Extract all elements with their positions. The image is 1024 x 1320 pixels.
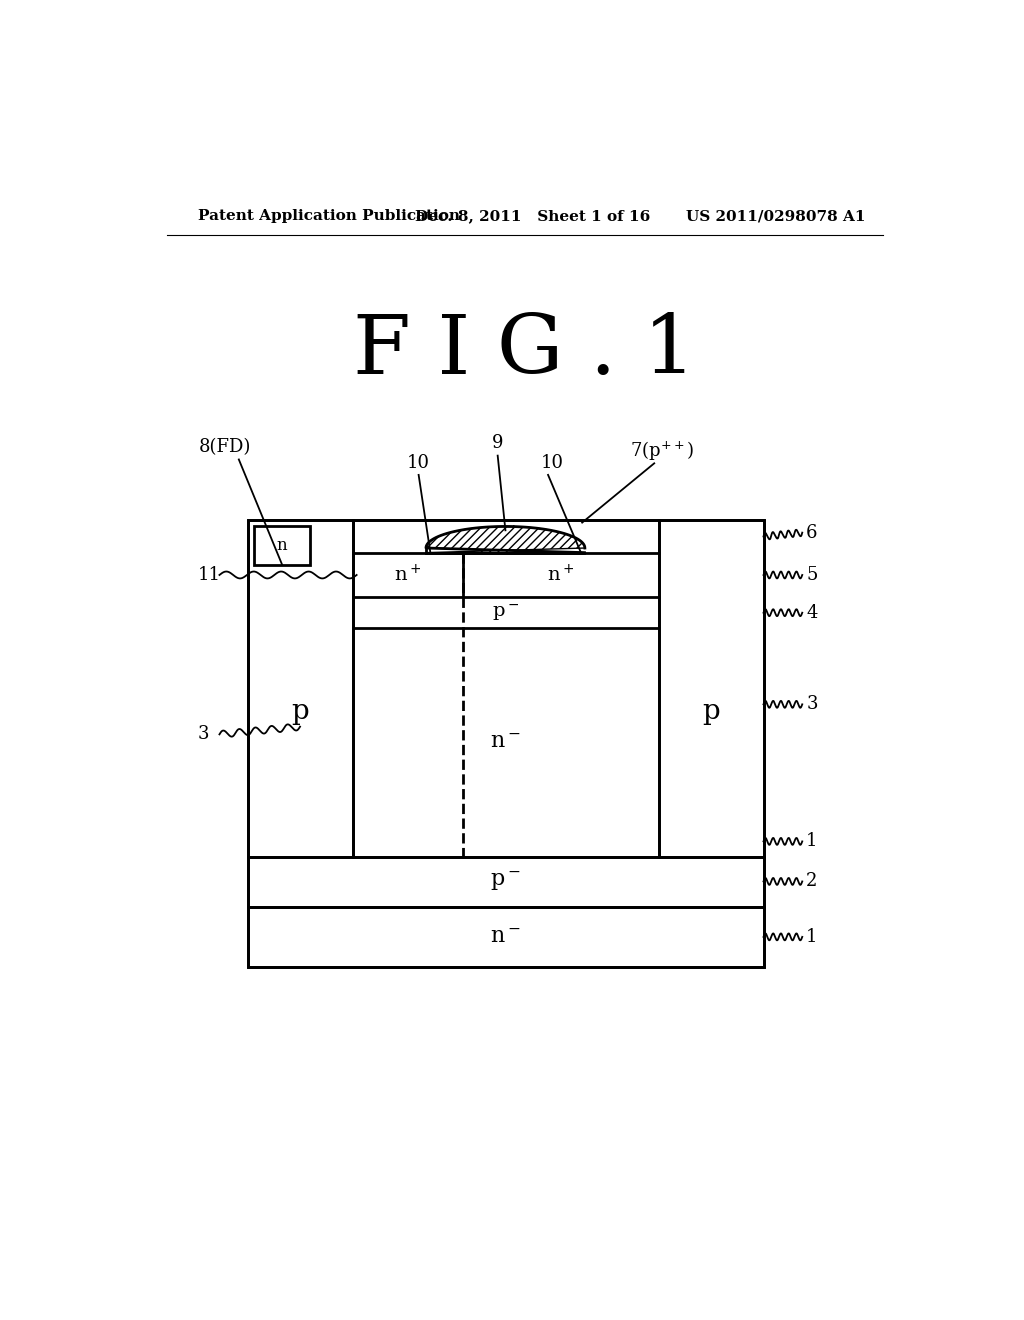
Text: 4: 4 bbox=[806, 603, 817, 622]
Text: 9: 9 bbox=[492, 434, 504, 453]
Bar bbox=[248, 857, 764, 907]
Bar bbox=[248, 907, 764, 966]
Text: 10: 10 bbox=[408, 454, 430, 471]
Bar bbox=[248, 520, 352, 857]
Bar bbox=[352, 520, 658, 857]
Text: 8(FD): 8(FD) bbox=[199, 438, 251, 457]
Text: F I G . 1: F I G . 1 bbox=[353, 312, 696, 391]
Text: n$^+$: n$^+$ bbox=[547, 565, 574, 586]
Text: 1: 1 bbox=[806, 928, 817, 946]
Text: 5: 5 bbox=[806, 566, 817, 583]
Text: 7(p$^{++}$): 7(p$^{++}$) bbox=[630, 440, 694, 462]
Text: n$^-$: n$^-$ bbox=[489, 925, 521, 948]
Polygon shape bbox=[426, 527, 585, 553]
Text: p$^+$: p$^+$ bbox=[492, 524, 519, 549]
Text: 6: 6 bbox=[806, 524, 817, 541]
Text: Dec. 8, 2011   Sheet 1 of 16: Dec. 8, 2011 Sheet 1 of 16 bbox=[415, 209, 650, 223]
Text: 10: 10 bbox=[541, 454, 563, 471]
Text: 1: 1 bbox=[806, 833, 817, 850]
Bar bbox=[254, 527, 310, 565]
Bar bbox=[658, 520, 764, 857]
Text: p$^-$: p$^-$ bbox=[490, 870, 521, 894]
Text: 3: 3 bbox=[198, 726, 209, 743]
Text: 2: 2 bbox=[806, 873, 817, 891]
Text: p: p bbox=[291, 698, 309, 725]
Text: US 2011/0298078 A1: US 2011/0298078 A1 bbox=[686, 209, 865, 223]
Text: p$^-$: p$^-$ bbox=[492, 602, 519, 623]
Text: p: p bbox=[702, 698, 720, 725]
Bar bbox=[248, 520, 764, 966]
Text: n$^-$: n$^-$ bbox=[489, 731, 521, 752]
Text: 3: 3 bbox=[806, 696, 817, 713]
Text: Patent Application Publication: Patent Application Publication bbox=[198, 209, 460, 223]
Text: n$^+$: n$^+$ bbox=[394, 565, 422, 586]
Polygon shape bbox=[426, 527, 585, 553]
Text: n: n bbox=[276, 537, 288, 554]
Text: 11: 11 bbox=[198, 566, 221, 583]
